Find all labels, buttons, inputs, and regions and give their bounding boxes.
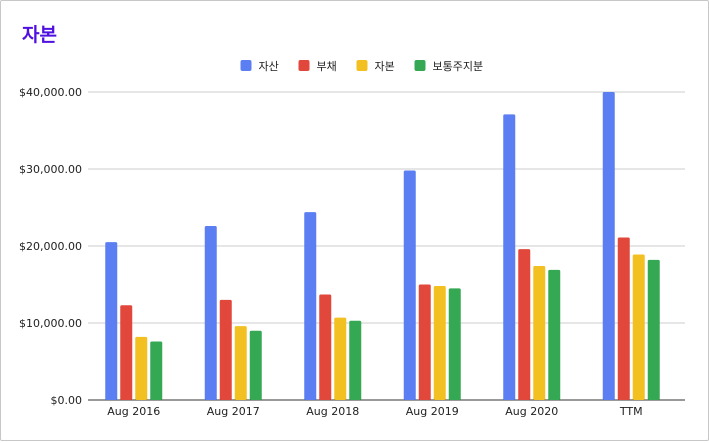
bar-3-6: [632, 254, 645, 400]
chart-title: 자본: [22, 24, 57, 46]
legend-label-2: 부채: [317, 60, 337, 73]
bar-4-3: [349, 320, 362, 400]
y-tick-label: $20,000.00: [19, 240, 82, 253]
bar-1-2: [204, 225, 217, 400]
bar-1-4: [403, 170, 416, 400]
legend-swatch-1: [240, 60, 252, 71]
x-tick-label: Aug 2019: [406, 405, 459, 418]
legend-swatch-2: [298, 60, 310, 71]
bar-4-6: [647, 259, 660, 400]
bar-3-2: [234, 326, 247, 400]
x-tick-label: Aug 2016: [107, 405, 160, 418]
bar-1-6: [602, 92, 615, 400]
bar-3-5: [533, 266, 546, 400]
legend-swatch-3: [356, 60, 368, 71]
bar-4-1: [150, 341, 163, 400]
bar-2-4: [418, 284, 431, 400]
bar-1-3: [304, 212, 317, 400]
bar-1-1: [105, 242, 118, 400]
bar-2-1: [120, 305, 133, 400]
legend-swatch-4: [414, 60, 426, 71]
bar-2-3: [319, 294, 332, 400]
legend-label-1: 자산: [259, 60, 279, 73]
bar-4-4: [448, 288, 461, 400]
bar-2-2: [219, 299, 232, 400]
y-tick-label: $40,000.00: [19, 86, 82, 99]
x-tick-label: TTM: [619, 405, 643, 418]
y-tick-label: $0.00: [51, 394, 83, 407]
y-tick-label: $10,000.00: [19, 317, 82, 330]
legend-label-3: 자본: [375, 60, 395, 73]
y-tick-label: $30,000.00: [19, 163, 82, 176]
bar-3-1: [135, 336, 148, 400]
x-tick-label: Aug 2018: [306, 405, 359, 418]
bar-2-6: [617, 237, 630, 400]
bar-2-5: [518, 249, 531, 400]
bar-4-5: [548, 269, 561, 400]
bar-3-4: [433, 286, 446, 400]
bar-4-2: [249, 330, 262, 400]
x-tick-label: Aug 2020: [505, 405, 558, 418]
bar-3-3: [334, 317, 347, 400]
x-tick-label: Aug 2017: [207, 405, 260, 418]
bar-1-5: [503, 114, 516, 400]
legend-label-4: 보통주지분: [433, 60, 484, 73]
